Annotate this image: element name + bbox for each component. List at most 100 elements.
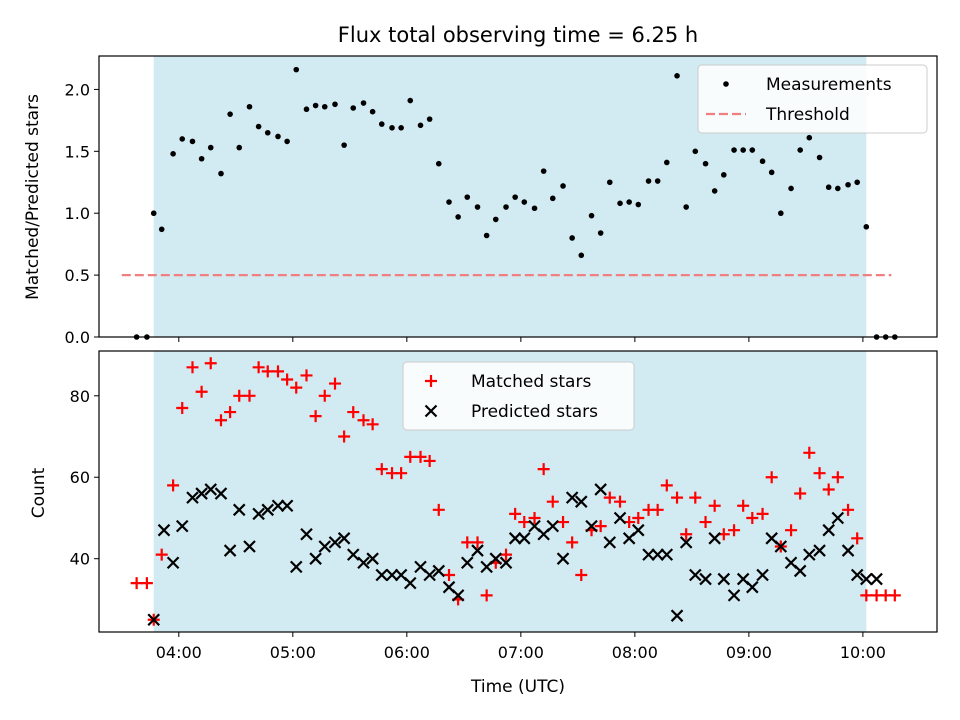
- measurement-point: [446, 199, 452, 205]
- y-tick-label: 1.5: [65, 142, 90, 161]
- matched-star-point: [528, 511, 541, 524]
- y-tick-label: 0.0: [65, 328, 90, 347]
- predicted-star-point: [822, 523, 835, 537]
- matched-star-point: [803, 446, 816, 459]
- y-tick-label: 80: [70, 387, 90, 406]
- measurement-point: [150, 210, 157, 217]
- matched-star-point: [603, 491, 616, 504]
- legend-plus-marker: [425, 375, 437, 387]
- matched-star-point: [737, 499, 750, 512]
- predicted-star-point: [660, 548, 674, 561]
- measurement-point: [179, 136, 186, 142]
- measurement-point: [617, 200, 623, 207]
- measurement-point: [635, 201, 642, 208]
- measurement-point: [740, 147, 746, 153]
- measurement-point: [158, 226, 165, 233]
- predicted-star-point: [679, 536, 693, 549]
- measurement-point: [378, 121, 385, 127]
- y-tick-label: 0.5: [65, 266, 90, 285]
- predicted-star-point: [280, 499, 294, 513]
- matched-star-point: [186, 361, 199, 374]
- matched-star-point: [233, 389, 246, 402]
- matched-star-point: [813, 467, 826, 480]
- measurement-point: [426, 116, 433, 122]
- x-tick-label: 06:00: [384, 643, 430, 662]
- matched-star-point: [785, 524, 798, 537]
- measurement-point: [540, 168, 547, 174]
- matched-star-point: [689, 491, 702, 504]
- predicted-star-point: [175, 519, 189, 533]
- legend-label: Threshold: [765, 105, 850, 125]
- matched-star-point: [204, 357, 217, 370]
- predicted-star-point: [195, 487, 208, 500]
- measurement-point: [560, 183, 566, 189]
- predicted-star-point: [204, 483, 218, 496]
- matched-star-point: [831, 471, 844, 484]
- predicted-star-point: [271, 499, 285, 513]
- matched-star-point: [432, 503, 445, 516]
- matched-star-point: [708, 499, 721, 512]
- measurement-point: [797, 147, 803, 153]
- measurement-point: [521, 199, 528, 205]
- matched-star-point: [822, 483, 835, 496]
- matched-star-point: [300, 369, 313, 382]
- predicted-star-point: [594, 483, 607, 496]
- matched-star-point: [509, 507, 522, 520]
- measurement-point: [835, 185, 841, 192]
- measurement-point: [350, 105, 357, 111]
- ratio-y-axis-label: Matched/Predicted stars: [23, 94, 43, 300]
- measurement-point: [569, 235, 575, 241]
- matched-star-point: [461, 536, 474, 549]
- measurement-point: [474, 204, 481, 210]
- chart-title: Flux total observing time = 6.25 h: [338, 23, 698, 47]
- predicted-star-point: [186, 491, 199, 504]
- legend: Measurements Threshold: [697, 64, 928, 134]
- matched-star-point: [252, 361, 265, 374]
- predicted-star-point: [841, 544, 855, 557]
- measurement-point: [332, 101, 338, 108]
- matched-star-point: [318, 389, 331, 402]
- predicted-star-point: [423, 568, 436, 582]
- matched-star-point: [281, 373, 294, 386]
- measurement-point: [645, 178, 652, 184]
- predicted-star-point: [556, 552, 570, 565]
- predicted-star-point: [309, 552, 322, 565]
- predicted-star-point: [831, 511, 845, 525]
- matched-star-point: [395, 467, 408, 480]
- measurement-point: [588, 212, 595, 219]
- matched-star-point: [557, 516, 570, 529]
- predicted-star-point: [642, 548, 655, 561]
- matched-star-point: [347, 406, 360, 419]
- measurement-point: [303, 106, 310, 113]
- predicted-star-point: [385, 568, 399, 582]
- matched-star-point: [375, 463, 388, 476]
- predicted-star-point: [232, 503, 246, 517]
- matched-star-point: [366, 418, 379, 431]
- matched-star-point: [338, 430, 351, 443]
- measurement-point: [464, 194, 471, 200]
- matched-star-point: [214, 414, 227, 427]
- measurement-point: [189, 138, 196, 145]
- matched-star-point: [309, 410, 322, 423]
- measurement-point: [503, 204, 509, 210]
- x-tick-label: 07:00: [498, 643, 544, 662]
- predicted-star-point: [585, 519, 598, 533]
- legend-label: Predicted stars: [471, 402, 598, 422]
- measurement-point: [218, 170, 224, 177]
- measurement-point: [788, 185, 794, 192]
- predicted-star-point: [460, 556, 474, 570]
- matched-star-point: [500, 548, 513, 561]
- predicted-star-point: [774, 540, 788, 553]
- matched-star-point: [860, 589, 873, 602]
- predicted-star-point: [793, 564, 807, 578]
- measurement-point: [674, 73, 680, 79]
- predicted-star-point: [147, 613, 161, 627]
- measurement-point: [321, 103, 328, 110]
- matched-star-point: [765, 471, 778, 484]
- measurement-point: [702, 160, 709, 167]
- measurement-point: [255, 123, 262, 130]
- measurement-point: [749, 147, 756, 153]
- matched-star-point: [671, 491, 684, 504]
- measurement-point: [549, 195, 556, 202]
